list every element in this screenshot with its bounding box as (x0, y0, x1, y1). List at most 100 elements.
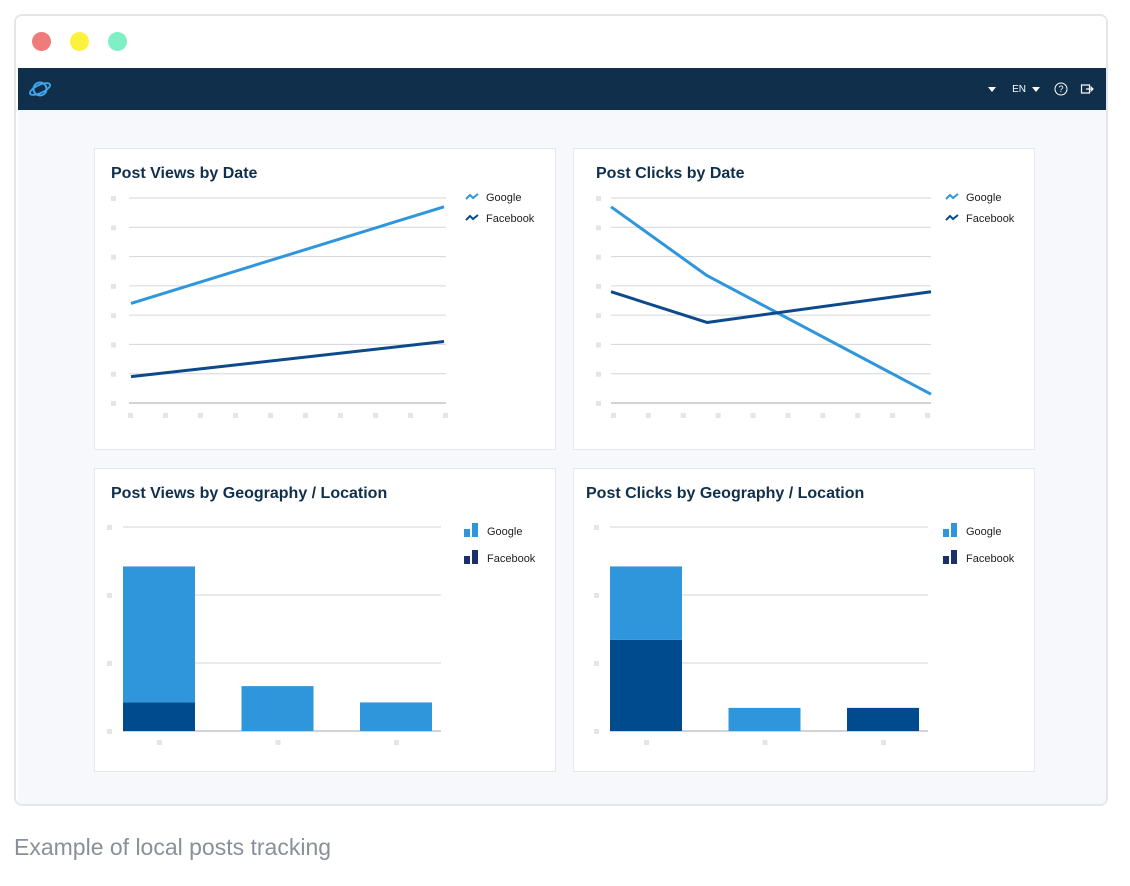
legend-google-icon-left (464, 529, 470, 537)
figure-caption: Example of local posts tracking (14, 834, 332, 860)
clicks-by-date-card: Post Clicks by Date Google Facebook (573, 148, 1035, 450)
legend-facebook-label: Facebook (487, 553, 536, 565)
y-tick-mark (596, 225, 601, 231)
dashboard-content: Post Views by Date Google Facebook Post C… (18, 110, 1106, 804)
bar-google (241, 686, 314, 731)
legend-facebook-icon (945, 214, 959, 221)
y-tick-mark (596, 371, 601, 377)
app-header: EN ? (18, 68, 1106, 110)
y-tick-mark (594, 729, 599, 734)
legend-facebook-label: Facebook (966, 553, 1015, 565)
x-tick-mark (750, 413, 756, 418)
card-title: Post Views by Geography / Location (111, 485, 388, 502)
x-tick-mark (785, 413, 791, 418)
card-title: Post Clicks by Date (596, 165, 745, 182)
bar-google (728, 707, 801, 731)
bar-facebook (847, 707, 919, 731)
legend-google-label: Google (966, 526, 1001, 538)
help-icon[interactable]: ? (1054, 82, 1068, 96)
svg-text:?: ? (1058, 84, 1063, 94)
x-tick-mark (881, 740, 886, 745)
legend-google-label: Google (487, 526, 522, 538)
legend-google-label: Google (966, 192, 1001, 204)
planet-icon[interactable] (28, 78, 52, 105)
y-tick-mark (107, 661, 112, 666)
logout-icon[interactable] (1080, 82, 1094, 96)
clicks-by-geo-chart: Google Facebook (594, 523, 1015, 745)
header-actions: EN ? (988, 68, 1094, 110)
x-tick-mark (303, 413, 308, 418)
x-tick-mark (338, 413, 343, 418)
series-google-line (610, 205, 932, 396)
x-tick-mark (373, 413, 378, 418)
y-tick-mark (594, 525, 599, 530)
bar-google (360, 702, 432, 731)
legend-facebook-icon-right (951, 550, 957, 564)
legend-google-icon-right (472, 523, 478, 537)
y-tick-mark (596, 313, 601, 319)
legend-google-icon-left (943, 529, 949, 537)
language-caret-icon[interactable] (1032, 86, 1040, 92)
x-tick-mark (268, 413, 273, 418)
x-tick-mark (394, 740, 399, 745)
views-by-geo-chart: Google Facebook (107, 523, 536, 745)
legend-google-icon (465, 193, 479, 200)
card-title: Post Views by Date (111, 165, 258, 182)
x-tick-mark (233, 413, 238, 418)
y-tick-mark (107, 593, 112, 598)
x-tick-mark (408, 413, 413, 418)
x-tick-mark (762, 740, 768, 745)
y-tick-mark (111, 401, 116, 406)
card-title: Post Clicks by Geography / Location (586, 485, 865, 502)
x-tick-mark (163, 413, 168, 418)
y-tick-mark (596, 283, 601, 289)
browser-window: EN ? Post Views by Date Google Facebook (14, 14, 1108, 806)
y-tick-mark (107, 729, 112, 734)
series-facebook-line (610, 290, 932, 324)
x-tick-mark (680, 413, 686, 418)
bar-google (123, 566, 195, 703)
x-tick-mark (644, 740, 649, 745)
legend-facebook-icon-right (472, 550, 478, 564)
x-tick-mark (157, 740, 162, 745)
legend-google-icon-right (951, 523, 957, 537)
y-tick-mark (107, 525, 112, 530)
dropdown-caret-icon[interactable] (988, 86, 997, 92)
bar-facebook (610, 639, 682, 731)
clicks-by-geo-card: Post Clicks by Geography / Location Goog… (573, 468, 1035, 772)
y-tick-mark (596, 254, 601, 260)
y-tick-mark (594, 661, 599, 666)
x-tick-mark (715, 413, 721, 418)
series-google-line (130, 205, 445, 305)
x-tick-mark (198, 413, 203, 418)
x-tick-mark (820, 413, 826, 418)
y-tick-mark (111, 196, 116, 201)
bar-facebook (123, 702, 195, 731)
x-tick-mark (611, 413, 616, 418)
y-tick-mark (596, 401, 601, 406)
legend-google-label: Google (486, 192, 521, 204)
legend-facebook-icon-left (464, 556, 470, 564)
series-facebook-line (130, 340, 445, 379)
y-tick-mark (111, 254, 116, 260)
y-tick-mark (111, 371, 116, 377)
legend-facebook-label: Facebook (486, 213, 535, 225)
x-tick-mark (855, 413, 861, 418)
minimize-window-button[interactable] (70, 32, 89, 51)
legend-facebook-label: Facebook (966, 213, 1015, 225)
views-by-date-card: Post Views by Date Google Facebook (94, 148, 556, 450)
y-tick-mark (596, 196, 601, 201)
language-selector[interactable]: EN (1012, 83, 1026, 95)
x-tick-mark (275, 740, 281, 745)
legend-google-icon (945, 193, 959, 200)
bar-google (610, 566, 682, 640)
maximize-window-button[interactable] (108, 32, 127, 51)
y-tick-mark (111, 313, 116, 319)
close-window-button[interactable] (32, 32, 51, 51)
x-tick-mark (890, 413, 896, 418)
y-tick-mark (596, 342, 601, 348)
y-tick-mark (594, 593, 599, 598)
clicks-by-date-chart: Google Facebook (596, 192, 1015, 418)
legend-facebook-icon-left (943, 556, 949, 564)
y-tick-mark (111, 225, 116, 231)
